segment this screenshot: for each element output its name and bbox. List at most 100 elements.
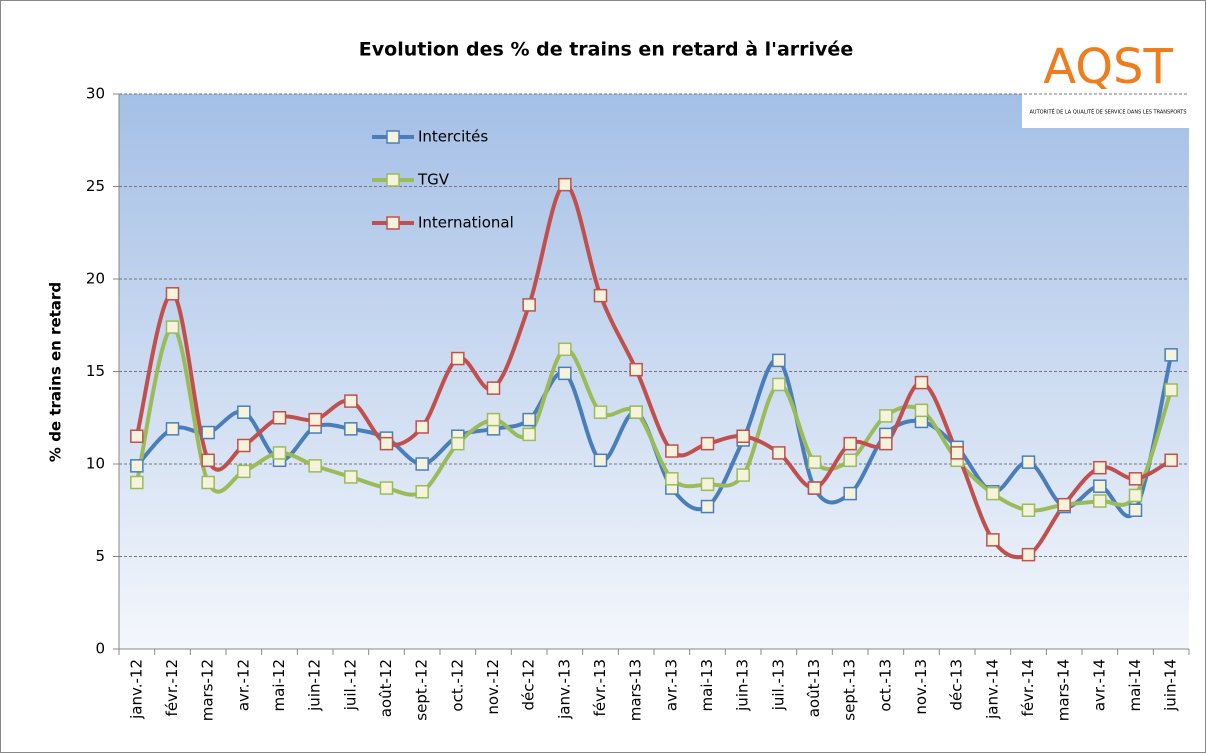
x-tick-label: nov.-13 [912, 659, 930, 715]
point-marker [700, 499, 715, 514]
point-marker [700, 436, 715, 451]
legend-marker [386, 216, 400, 230]
point-marker [700, 477, 715, 492]
x-tick-label: déc-12 [520, 659, 538, 711]
point-marker [344, 470, 358, 484]
point-marker [879, 436, 893, 451]
point-marker [772, 446, 786, 460]
point-marker [415, 457, 429, 471]
x-tick-label: avr.-12 [234, 659, 252, 711]
point-marker [986, 533, 1000, 547]
point-marker [201, 475, 215, 490]
y-tick-label: 25 [86, 177, 105, 195]
point-marker [237, 438, 251, 453]
point-marker [736, 429, 750, 443]
x-tick-label: sept.-12 [413, 659, 431, 721]
point-marker [772, 377, 786, 392]
point-marker [451, 351, 465, 366]
point-marker [1021, 547, 1036, 562]
point-marker [986, 486, 1000, 501]
x-tick-label: avr.-13 [662, 659, 680, 711]
point-marker [165, 287, 180, 301]
x-tick-label: sept.-13 [841, 659, 859, 721]
point-marker [593, 453, 608, 468]
point-marker [130, 429, 144, 443]
x-tick-label: févr.-14 [1019, 659, 1037, 716]
x-tick-label: juil.-12 [341, 659, 359, 711]
logo-box [1022, 40, 1192, 128]
point-marker [1057, 497, 1071, 512]
legend-marker [386, 130, 400, 144]
point-marker [843, 486, 857, 501]
legend-label: TGV [417, 171, 450, 189]
point-marker [379, 436, 394, 451]
point-marker [486, 412, 501, 427]
point-marker [1164, 383, 1178, 397]
point-marker [665, 444, 679, 458]
point-marker [415, 485, 429, 499]
x-tick-label: avr.-14 [1090, 659, 1108, 711]
logo: AQST AUTORITÉ DE LA QUALITÉ DE SERVICE D… [1022, 39, 1192, 128]
point-marker [130, 459, 144, 473]
x-tick-label: mars-14 [1055, 659, 1073, 721]
point-marker [914, 414, 929, 429]
point-marker [1128, 488, 1143, 503]
point-marker [772, 353, 786, 368]
point-marker [130, 475, 144, 490]
point-marker [522, 412, 536, 427]
x-tick-label: févr.-12 [163, 659, 181, 716]
y-tick-label: 30 [86, 85, 105, 103]
point-marker [165, 320, 180, 334]
point-marker [807, 455, 822, 469]
point-marker [914, 375, 929, 390]
point-marker [379, 481, 394, 495]
y-tick-label: 0 [95, 640, 105, 658]
point-marker [1021, 455, 1036, 469]
point-marker [308, 459, 322, 473]
y-tick-label: 5 [95, 547, 105, 565]
point-marker [451, 436, 465, 451]
point-marker [665, 472, 679, 486]
x-tick-label: août-13 [805, 659, 823, 717]
point-marker [1021, 503, 1036, 517]
x-tick-label: juin-12 [306, 659, 324, 712]
point-marker [558, 366, 572, 381]
x-tick-label: juin-14 [1162, 659, 1180, 712]
point-marker [237, 464, 251, 479]
x-tick-label: juil.-13 [769, 659, 787, 711]
x-tick-label: janv.-14 [983, 659, 1001, 720]
legend-label: Intercités [418, 128, 488, 146]
x-tick-label: oct.-12 [448, 659, 466, 712]
y-axis-label: % de trains en retard [47, 282, 65, 462]
point-marker [344, 422, 358, 436]
logo-name: AQST [1043, 39, 1173, 95]
x-tick-label: janv.-12 [127, 659, 145, 720]
point-marker [486, 381, 501, 395]
point-marker [165, 422, 180, 436]
x-tick-label: mars-12 [199, 659, 217, 721]
plot: 0 5 10 15 20 25 30 janv.-12 févr.-12 mars-12 avr.-… [86, 85, 1190, 721]
point-marker [843, 436, 857, 451]
point-marker [1093, 479, 1107, 493]
x-tick-label: févr.-13 [591, 659, 609, 716]
x-tick-label: janv.-13 [555, 659, 573, 720]
x-tick-label: mars-13 [627, 659, 645, 721]
x-tick-label: déc-13 [948, 659, 966, 711]
x-tick-label: août-12 [377, 659, 395, 717]
point-marker [629, 405, 643, 419]
point-marker [1128, 503, 1143, 517]
x-tick-label: mai-14 [1126, 659, 1144, 711]
point-marker [843, 453, 857, 468]
chart-title: Evolution des % de trains en retard à l'… [359, 39, 853, 61]
x-tick-label: mai-13 [698, 659, 716, 711]
point-marker [879, 409, 893, 423]
x-tick-label: juin-13 [734, 659, 752, 712]
point-marker [1164, 348, 1178, 362]
point-marker [344, 394, 358, 408]
point-marker [736, 468, 750, 482]
point-marker [522, 298, 536, 312]
x-tick-label: mai-12 [270, 659, 288, 711]
y-tick-label: 10 [86, 455, 105, 473]
x-tick-label: nov.-12 [484, 659, 502, 715]
